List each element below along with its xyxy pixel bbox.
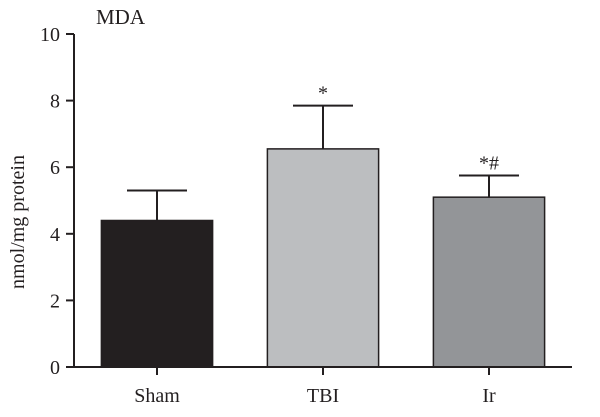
y-tick-label: 8	[50, 91, 60, 113]
y-tick-label: 0	[50, 357, 60, 379]
bars-group: * *#	[100, 83, 546, 368]
y-tick-label: 6	[50, 157, 60, 179]
x-tick-label: TBI	[307, 385, 339, 407]
y-axis-label: nmol/mg protein	[7, 155, 29, 289]
significance-marker: *#	[479, 153, 499, 175]
chart-title: MDA	[96, 5, 146, 29]
x-axis-labels: Sham TBI Ir	[134, 367, 496, 407]
x-tick-label: Ir	[482, 385, 496, 407]
y-tick-label: 10	[40, 24, 60, 46]
y-tick-label: 2	[50, 290, 60, 312]
bar-ir	[432, 196, 546, 368]
bar-tbi	[266, 148, 380, 368]
significance-marker: *	[318, 83, 328, 105]
y-tick-label: 4	[50, 224, 60, 246]
bar-sham	[100, 219, 214, 368]
y-axis-ticks: 0 2 4 6 8 10	[40, 24, 74, 379]
x-tick-label: Sham	[134, 385, 180, 407]
